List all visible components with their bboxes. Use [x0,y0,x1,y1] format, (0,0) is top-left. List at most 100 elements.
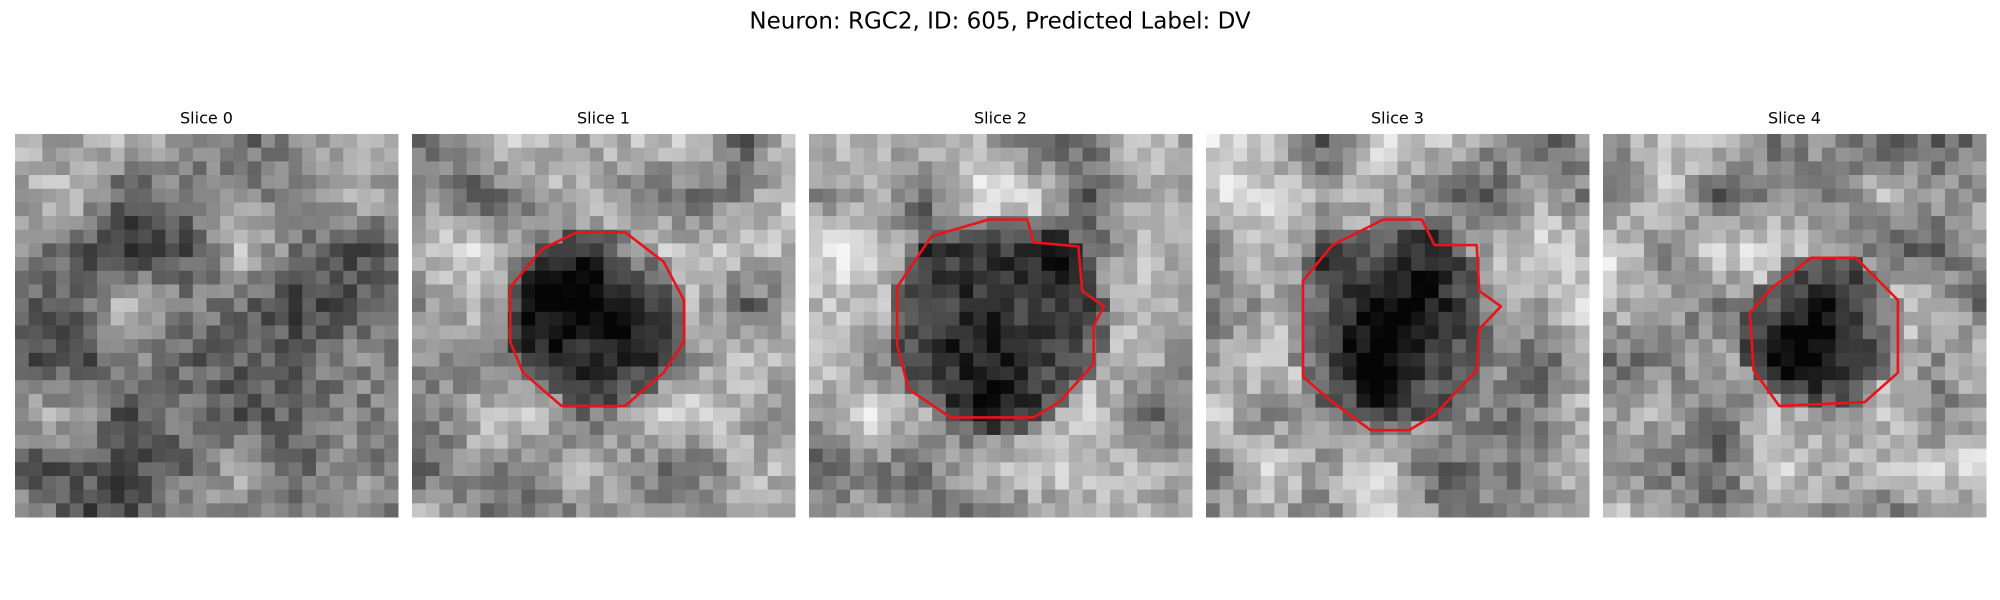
pixel [110,257,125,272]
pixel [110,503,125,518]
pixel [836,352,851,368]
pixel [1452,475,1467,491]
pixel [877,298,892,313]
pixel [179,298,194,313]
pixel [425,284,440,299]
pixel [1644,161,1659,176]
pixel [1356,366,1371,381]
pixel [1055,229,1070,244]
pixel [507,434,522,450]
pixel [712,134,728,149]
pixel [986,243,1001,258]
pixel [151,475,166,491]
pixel [220,311,235,326]
pixel [932,134,947,149]
pixel [315,393,331,409]
pixel [1944,229,1960,244]
pixel [1698,229,1713,244]
pixel [329,134,344,149]
pixel [124,216,139,231]
pixel [206,134,221,149]
pixel [261,475,276,491]
pixel [1247,147,1262,162]
pixel [1329,311,1344,326]
pixel [1356,229,1371,244]
pixel [1233,421,1248,436]
pixel [535,503,550,518]
pixel [617,380,632,395]
pixel [1465,202,1481,217]
pixel [1561,503,1576,518]
pixel [1739,421,1754,436]
pixel [1780,366,1795,381]
pixel [28,202,43,217]
pixel [494,462,509,477]
pixel [1944,243,1960,258]
pixel [1301,339,1316,354]
pixel [1247,448,1262,463]
pixel [124,421,139,436]
pixel [425,462,440,477]
pixel [15,284,30,299]
pixel [918,503,933,518]
pixel [1123,284,1138,299]
pixel [1206,380,1221,395]
pixel [1411,475,1426,491]
pixel [1178,352,1193,368]
pixel [986,448,1001,463]
pixel [1616,434,1631,450]
pixel [138,448,153,463]
pixel [932,270,947,285]
pixel [83,407,98,422]
pixel [233,462,249,477]
pixel [1219,380,1234,395]
pixel [1753,407,1768,422]
pixel [945,270,960,285]
pixel [1356,393,1371,409]
pixel [1534,503,1549,518]
pixel [233,421,249,436]
pixel [302,270,317,285]
pixel [986,352,1001,368]
pixel [1520,352,1535,368]
pixel [1041,216,1056,231]
pixel [1671,366,1686,381]
pixel [1493,462,1508,477]
pixel [1137,339,1152,354]
pixel [507,407,522,422]
pixel [904,421,919,436]
pixel [220,202,235,217]
pixel [1027,489,1043,504]
pixel [1876,229,1891,244]
pixel [809,434,824,450]
pixel [850,434,865,450]
pixel [439,188,454,203]
pixel [699,380,714,395]
pixel [891,448,906,463]
pixel [302,434,317,450]
pixel [1082,229,1097,244]
pixel [1520,243,1535,258]
pixel [1794,366,1809,381]
segmentation-contour [1301,218,1503,432]
pixel [1698,311,1713,326]
pixel [466,393,481,409]
pixel [548,366,563,381]
pixel [1150,503,1166,518]
pixel [42,421,57,436]
pixel [1479,448,1494,463]
pixel [1274,298,1289,313]
pixel [1561,434,1576,450]
pixel [1247,175,1262,190]
pixel [822,503,837,518]
pixel [945,380,960,395]
pixel [1096,366,1111,381]
pixel [1520,475,1535,491]
pixel [589,311,604,326]
pixel [1000,311,1015,326]
pixel [726,366,741,381]
pixel [959,380,974,395]
pixel [809,503,824,518]
pixel [863,421,878,436]
pixel [1561,298,1576,313]
